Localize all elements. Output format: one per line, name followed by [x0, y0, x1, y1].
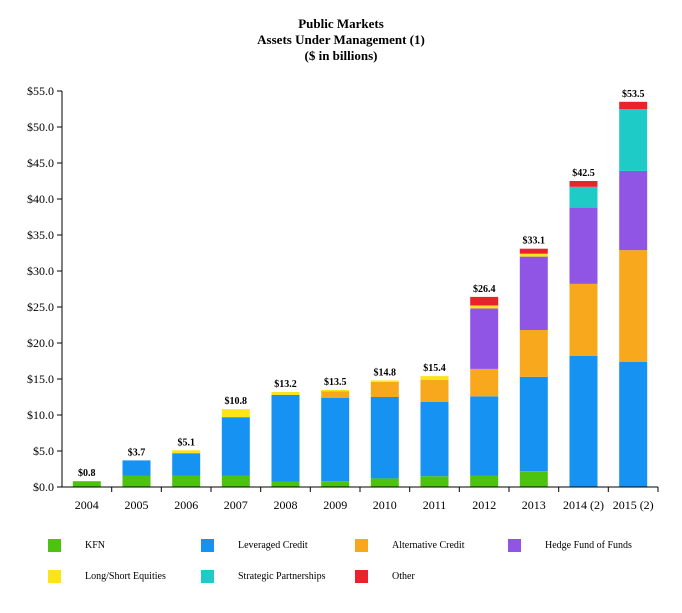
bar-segment-alternative-credit-2015-2 — [619, 250, 648, 362]
y-tick-label: $20.0 — [27, 336, 54, 350]
bar-segment-kfn-2009 — [321, 481, 350, 487]
y-tick-label: $35.0 — [27, 228, 54, 242]
total-label: $53.5 — [622, 89, 645, 100]
bar-segment-kfn-2011 — [420, 476, 449, 487]
y-tick-label: $40.0 — [27, 192, 54, 206]
labels-group: $0.8 2004 $3.7 2005 $5.1 2006 $10.8 2007 $13.2 20… — [27, 84, 654, 512]
bar-segment-leveraged-credit-2012 — [470, 396, 499, 476]
bar-segment-long-short-equities-2011 — [420, 376, 449, 380]
bar-segment-kfn-2005 — [122, 475, 151, 487]
bar-segment-hedge-fund-of-funds-2013 — [519, 256, 548, 330]
bar-segment-strategic-partnerships-2015-2 — [619, 109, 648, 171]
x-tick-label: 2012 — [472, 498, 496, 512]
y-tick-label: $10.0 — [27, 408, 54, 422]
x-tick-label: 2009 — [323, 498, 347, 512]
bar-segment-long-short-equities-2009 — [321, 389, 350, 392]
x-tick-label: 2005 — [125, 498, 149, 512]
bar-segment-long-short-equities-2010 — [370, 380, 399, 382]
total-label: $14.8 — [374, 367, 397, 378]
bar-segment-other-2015-2 — [619, 101, 648, 109]
x-tick-label: 2010 — [373, 498, 397, 512]
bar-segment-kfn-2013 — [519, 471, 548, 487]
y-tick-label: $5.0 — [33, 444, 54, 458]
total-label: $5.1 — [177, 437, 195, 448]
bar-segment-hedge-fund-of-funds-2014-2 — [569, 207, 598, 284]
total-label: $13.2 — [274, 379, 297, 390]
bar-segment-alternative-credit-2010 — [370, 381, 399, 397]
total-label: $0.8 — [78, 468, 96, 479]
bar-segment-other-2013 — [519, 248, 548, 254]
y-tick-label: $30.0 — [27, 264, 54, 278]
bar-segment-long-short-equities-2007 — [221, 409, 250, 418]
bar-segment-alternative-credit-2013 — [519, 330, 548, 377]
bars-group — [72, 101, 648, 487]
bar-segment-long-short-equities-2013 — [519, 253, 548, 257]
x-tick-label: 2014 (2) — [563, 498, 604, 512]
bar-segment-hedge-fund-of-funds-2012 — [470, 308, 499, 369]
total-label: $26.4 — [473, 284, 496, 295]
bar-segment-leveraged-credit-2007 — [221, 417, 250, 476]
total-label: $13.5 — [324, 377, 347, 388]
chart-title: Public Markets — [298, 16, 384, 31]
bar-segment-leveraged-credit-2009 — [321, 397, 350, 482]
bar-segment-kfn-2007 — [221, 475, 250, 487]
x-tick-label: 2015 (2) — [613, 498, 654, 512]
x-tick-label: 2011 — [423, 498, 447, 512]
y-tick-label: $50.0 — [27, 120, 54, 134]
x-tick-label: 2004 — [75, 498, 99, 512]
bar-segment-strategic-partnerships-2014-2 — [569, 186, 598, 208]
y-tick-label: $25.0 — [27, 300, 54, 314]
x-tick-label: 2008 — [274, 498, 298, 512]
bar-segment-leveraged-credit-2014-2 — [569, 356, 598, 487]
total-label: $42.5 — [572, 168, 595, 179]
bar-segment-kfn-2008 — [271, 482, 300, 487]
total-label: $15.4 — [423, 363, 446, 374]
bar-segment-other-2014-2 — [569, 181, 598, 187]
bar-segment-kfn-2004 — [72, 481, 101, 487]
total-label: $3.7 — [128, 447, 146, 458]
bar-segment-long-short-equities-2012 — [470, 305, 499, 309]
bar-segment-alternative-credit-2014-2 — [569, 284, 598, 356]
axes-group — [57, 90, 659, 492]
bar-segment-leveraged-credit-2005 — [122, 460, 151, 476]
x-tick-label: 2007 — [224, 498, 248, 512]
total-label: $33.1 — [523, 236, 546, 247]
y-tick-label: $15.0 — [27, 372, 54, 386]
bar-segment-other-2012 — [470, 296, 499, 306]
bar-segment-kfn-2010 — [370, 478, 399, 487]
bar-segment-hedge-fund-of-funds-2015-2 — [619, 170, 648, 251]
bar-segment-kfn-2012 — [470, 475, 499, 487]
bar-segment-leveraged-credit-2015-2 — [619, 361, 648, 487]
x-tick-label: 2006 — [174, 498, 198, 512]
total-label: $10.8 — [225, 396, 248, 407]
bar-segment-alternative-credit-2011 — [420, 379, 449, 402]
bar-segment-leveraged-credit-2013 — [519, 376, 548, 472]
chart-title-block: Public Markets Assets Under Management (… — [0, 16, 682, 64]
x-tick-label: 2013 — [522, 498, 546, 512]
bar-segment-alternative-credit-2009 — [321, 391, 350, 398]
bar-segment-kfn-2006 — [172, 475, 201, 487]
y-tick-label: $45.0 — [27, 156, 54, 170]
bar-segment-leveraged-credit-2010 — [370, 397, 399, 479]
bar-segment-long-short-equities-2006 — [172, 450, 201, 454]
bar-segment-leveraged-credit-2006 — [172, 453, 201, 476]
chart-units-note: ($ in billions) — [304, 48, 378, 63]
bar-segment-alternative-credit-2012 — [470, 368, 499, 397]
bar-segment-leveraged-credit-2008 — [271, 394, 300, 482]
bar-segment-leveraged-credit-2011 — [420, 402, 449, 477]
y-tick-label: $55.0 — [27, 84, 54, 98]
bar-segment-long-short-equities-2008 — [271, 392, 300, 395]
y-tick-label: $0.0 — [33, 480, 54, 494]
chart-subtitle: Assets Under Management (1) — [257, 32, 425, 47]
